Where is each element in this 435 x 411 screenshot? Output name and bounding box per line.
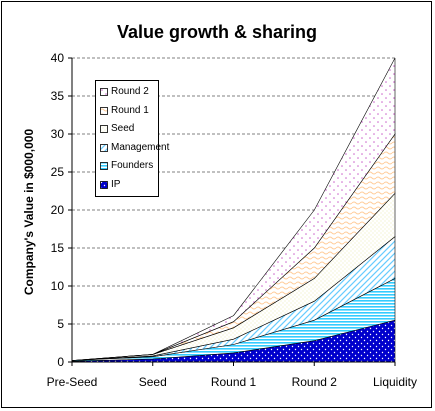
y-tick-label: 40 xyxy=(51,51,65,65)
legend-label: Round 2 xyxy=(111,86,149,97)
chart-title: Value growth & sharing xyxy=(117,22,317,42)
legend-label: Management xyxy=(111,141,170,153)
legend-swatch xyxy=(100,180,108,189)
x-tick-labels: Pre-Seed Seed Round 1 Round 2 Liquidity xyxy=(47,375,417,389)
legend-swatch xyxy=(100,143,108,152)
legend-label: IP xyxy=(111,178,121,190)
y-tick-label: 25 xyxy=(51,165,65,179)
legend: Round 2 Round 1 Seed Management Founders IP xyxy=(95,80,169,197)
y-tick-labels: 0 5 10 15 20 25 30 35 40 xyxy=(51,51,65,369)
y-tick-label: 5 xyxy=(57,317,64,331)
x-tick-label: Liquidity xyxy=(373,375,417,389)
x-tick-label: Pre-Seed xyxy=(47,375,98,389)
legend-label: Round 1 xyxy=(111,104,149,116)
y-tick-label: 0 xyxy=(57,355,64,369)
legend-swatch xyxy=(100,88,108,96)
area-series xyxy=(71,57,396,363)
y-tick-label: 30 xyxy=(51,127,65,141)
y-tick-label: 35 xyxy=(51,89,65,103)
y-tick-label: 15 xyxy=(51,241,65,255)
area-round-2 xyxy=(71,57,396,361)
legend-swatch xyxy=(100,162,108,170)
legend-label: Founders xyxy=(111,160,154,171)
legend-swatch xyxy=(100,125,108,133)
x-tick-label: Seed xyxy=(139,375,167,389)
y-tick-label: 20 xyxy=(51,203,65,217)
legend-label: Seed xyxy=(111,123,135,134)
y-axis-label: Company's Value in $000,000 xyxy=(22,129,36,296)
y-tick-label: 10 xyxy=(51,279,65,293)
x-tick-label: Round 2 xyxy=(292,375,338,389)
axes xyxy=(68,57,396,366)
x-tick-label: Round 1 xyxy=(211,375,257,389)
legend-swatch xyxy=(100,106,108,115)
